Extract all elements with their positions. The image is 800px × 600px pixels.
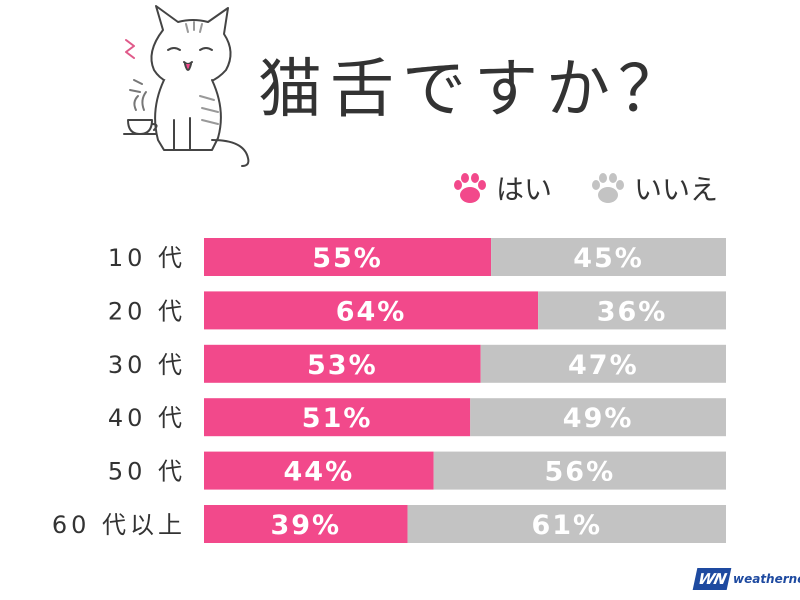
category-label: 10 代 (108, 244, 186, 272)
value-label-yes: 39% (270, 510, 341, 541)
legend-item-no: いいえ (588, 168, 718, 208)
bar-yes (204, 398, 471, 437)
value-label-yes: 44% (284, 457, 355, 488)
cat-illustration (123, 5, 250, 167)
paw-pink-icon (454, 173, 486, 203)
category-label: 60 代以上 (52, 511, 186, 539)
paw-gray-icon (592, 173, 624, 203)
bar-no (407, 505, 726, 543)
category-label: 40 代 (108, 404, 186, 432)
category-label: 20 代 (108, 297, 186, 325)
value-label-no: 56% (545, 457, 616, 488)
bar-no (433, 451, 726, 490)
value-label-no: 47% (568, 350, 639, 381)
value-label-no: 36% (597, 296, 668, 327)
value-label-no: 45% (573, 243, 644, 274)
bar-no (470, 398, 726, 437)
value-label-yes: 53% (307, 350, 378, 381)
bar-yes (204, 344, 481, 383)
bar-yes (204, 505, 408, 543)
category-label: 50 代 (108, 458, 186, 486)
weathernews-logo: WN weathernews (692, 566, 800, 592)
value-label-no: 61% (531, 510, 602, 541)
bar-no (491, 238, 726, 276)
category-label: 30 代 (108, 351, 186, 379)
chart-title: 猫舌ですか？ (258, 53, 690, 127)
legend: はい いいえ (450, 168, 740, 208)
logo-text: weathernews (733, 572, 800, 586)
bar-yes (204, 238, 492, 276)
value-label-yes: 64% (336, 296, 407, 327)
value-label-yes: 51% (302, 403, 373, 434)
legend-label-yes: はい (496, 173, 553, 206)
bar-yes (204, 291, 539, 330)
legend-label-no: いいえ (634, 173, 719, 206)
legend-item-yes: はい (450, 168, 552, 208)
logo-mark: WN (692, 568, 732, 590)
bar-no (480, 344, 726, 383)
value-label-yes: 55% (312, 243, 383, 274)
value-label-no: 49% (563, 403, 634, 434)
bar-yes (204, 451, 434, 490)
bar-no (538, 291, 726, 330)
